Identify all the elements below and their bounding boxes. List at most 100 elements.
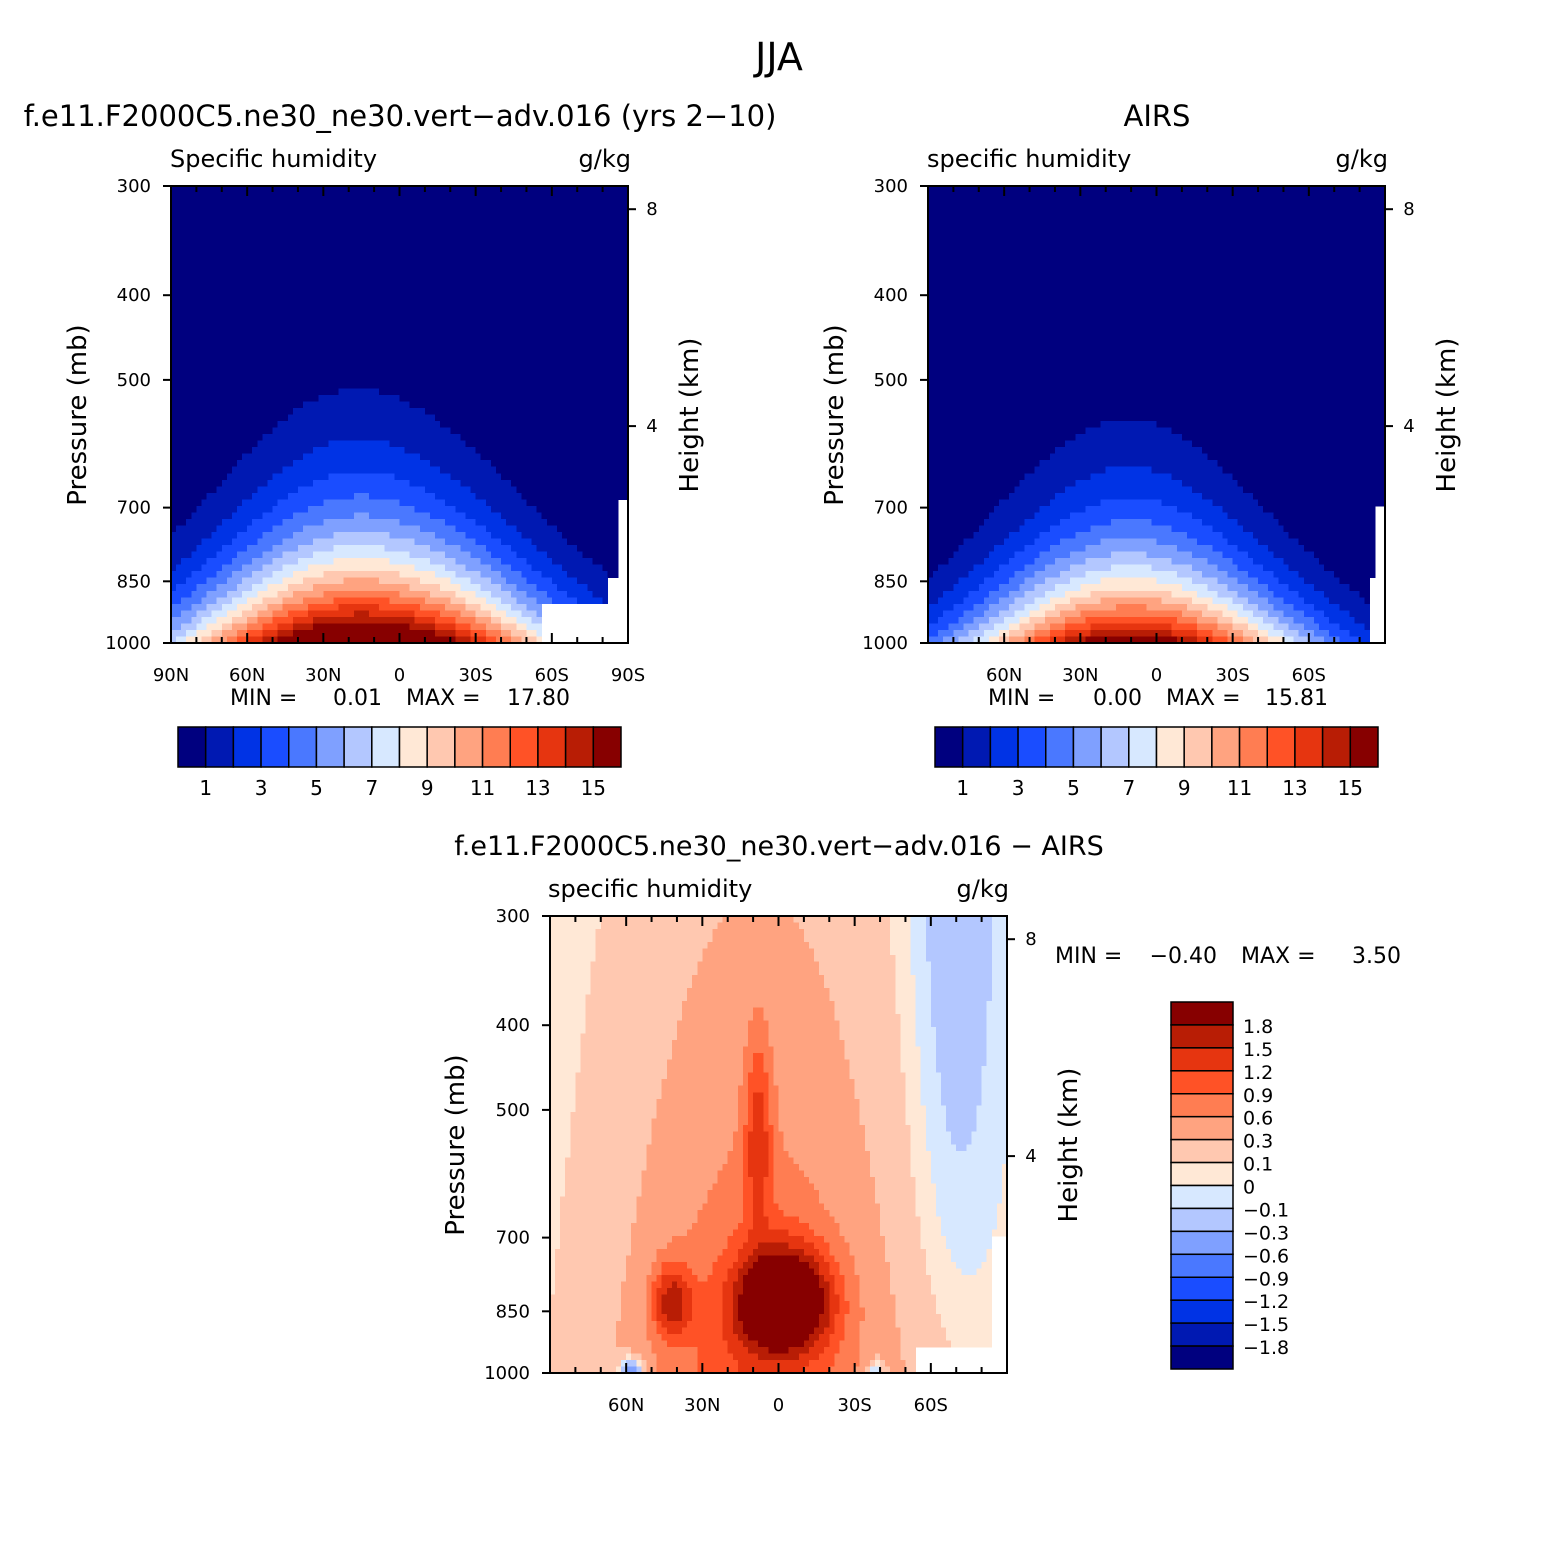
contour-cell xyxy=(455,447,461,455)
contour-cell xyxy=(572,303,578,311)
contour-cell xyxy=(475,264,482,272)
contour-cell xyxy=(221,212,228,220)
contour-cell xyxy=(226,336,233,344)
contour-cell xyxy=(358,362,365,370)
contour-cell xyxy=(485,277,492,285)
contour-cell xyxy=(450,362,456,370)
contour-cell xyxy=(384,199,390,206)
contour-cell xyxy=(186,355,192,363)
contour-cell xyxy=(485,225,492,233)
contour-cell xyxy=(303,192,309,200)
contour-cell xyxy=(211,499,218,507)
contour-cell xyxy=(445,329,451,337)
contour-cell xyxy=(480,225,487,233)
contour-cell xyxy=(358,212,365,220)
contour-cell xyxy=(480,466,487,474)
contour-cell xyxy=(592,218,598,226)
contour-cell xyxy=(363,545,370,552)
contour-cell xyxy=(287,192,294,200)
contour-cell xyxy=(424,421,431,428)
contour-cell xyxy=(206,394,213,402)
contour-cell xyxy=(353,368,360,376)
contour-cell xyxy=(257,368,263,376)
contour-cell xyxy=(252,186,258,193)
contour-cell xyxy=(501,525,507,533)
contour-cell xyxy=(252,532,258,539)
contour-cell xyxy=(465,225,471,233)
contour-cell xyxy=(221,532,228,539)
contour-cell xyxy=(247,421,253,428)
contour-cell xyxy=(369,532,375,539)
contour-cell xyxy=(511,231,517,239)
contour-cell xyxy=(231,349,238,357)
contour-cell xyxy=(495,492,502,500)
contour-cell xyxy=(231,486,238,494)
contour-cell xyxy=(262,492,268,500)
contour-cell xyxy=(297,270,304,278)
contour-cell xyxy=(267,486,273,494)
contour-cell xyxy=(450,460,456,468)
contour-cell xyxy=(531,251,537,259)
contour-cell xyxy=(546,342,553,350)
contour-cell xyxy=(267,388,273,396)
contour-cell xyxy=(495,440,502,448)
contour-cell xyxy=(622,434,629,442)
contour-cell xyxy=(211,303,218,311)
contour-cell xyxy=(313,192,319,200)
contour-cell xyxy=(231,394,238,402)
contour-cell xyxy=(470,336,477,344)
contour-cell xyxy=(429,532,436,539)
contour-cell xyxy=(506,342,512,350)
contour-cell xyxy=(602,434,609,442)
contour-cell xyxy=(242,407,248,415)
contour-cell xyxy=(237,486,243,494)
contour-cell xyxy=(216,218,223,226)
contour-cell xyxy=(257,427,263,435)
contour-cell xyxy=(429,205,436,213)
contour-cell xyxy=(607,368,614,376)
contour-cell xyxy=(607,421,614,428)
contour-cell xyxy=(414,342,421,350)
contour-cell xyxy=(363,212,370,220)
contour-cell xyxy=(394,401,400,409)
contour-cell xyxy=(384,355,390,363)
contour-cell xyxy=(424,492,431,500)
contour-cell xyxy=(369,323,375,331)
contour-cell xyxy=(226,421,233,428)
contour-cell xyxy=(445,388,451,396)
contour-cell xyxy=(389,479,395,487)
contour-cell xyxy=(343,414,350,422)
contour-cell xyxy=(475,440,482,448)
contour-cell xyxy=(343,440,350,448)
contour-cell xyxy=(338,349,345,357)
contour-cell xyxy=(409,205,416,213)
contour-cell xyxy=(181,401,187,409)
contour-cell xyxy=(409,479,416,487)
contour-cell xyxy=(622,460,629,468)
contour-cell xyxy=(292,440,299,448)
contour-cell xyxy=(242,251,248,259)
contour-cell xyxy=(546,381,553,389)
contour-cell xyxy=(394,368,400,376)
contour-cell xyxy=(516,394,522,402)
contour-cell xyxy=(379,290,385,298)
contour-cell xyxy=(353,466,360,474)
contour-cell xyxy=(429,329,436,337)
contour-cell xyxy=(546,473,553,481)
contour-cell xyxy=(470,512,477,520)
contour-cell xyxy=(551,532,558,539)
contour-cell xyxy=(267,447,273,455)
contour-cell xyxy=(617,460,624,468)
contour-cell xyxy=(196,270,202,278)
contour-cell xyxy=(201,362,207,370)
contour-cell xyxy=(176,323,182,331)
contour-cell xyxy=(465,362,471,370)
contour-cell xyxy=(318,238,324,246)
contour-cell xyxy=(465,264,471,272)
contour-cell xyxy=(171,362,177,370)
contour-cell xyxy=(242,238,248,246)
contour-cell xyxy=(587,244,593,252)
contour-cell xyxy=(465,388,471,396)
contour-cell xyxy=(257,421,263,428)
contour-cell xyxy=(602,427,609,435)
